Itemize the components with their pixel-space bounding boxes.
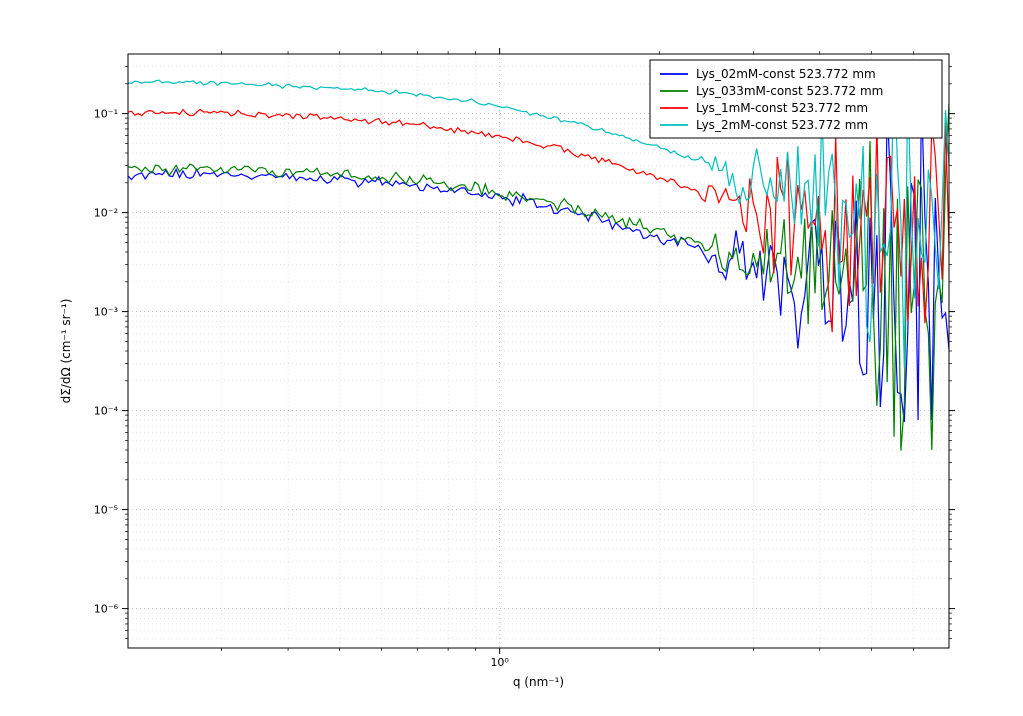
- y-tick-label: 10⁻⁴: [94, 405, 119, 418]
- x-axis-label: q (nm⁻¹): [513, 675, 564, 689]
- y-tick-label: 10⁻⁵: [94, 504, 118, 517]
- legend-label: Lys_2mM-const 523.772 mm: [696, 118, 868, 132]
- y-tick-label: 10⁻³: [94, 306, 118, 319]
- y-tick-label: 10⁻⁶: [94, 603, 119, 616]
- scattering-chart: 10⁰ 10⁻⁶ 10⁻⁵ 10⁻⁴ 10⁻³ 10⁻² 10⁻¹ Lys_02mM-con…: [0, 0, 1023, 716]
- legend-label: Lys_033mM-const 523.772 mm: [696, 84, 883, 98]
- y-tick-label: 10⁻²: [94, 207, 118, 220]
- y-axis-label: dΣ/dΩ (cm⁻¹ sr⁻¹): [59, 299, 73, 404]
- y-tick-label: 10⁻¹: [94, 108, 118, 121]
- x-tick-label: 10⁰: [490, 656, 509, 669]
- legend-label: Lys_02mM-const 523.772 mm: [696, 67, 876, 81]
- legend-label: Lys_1mM-const 523.772 mm: [696, 101, 868, 115]
- legend: Lys_02mM-const 523.772 mm Lys_033mM-const…: [650, 60, 942, 138]
